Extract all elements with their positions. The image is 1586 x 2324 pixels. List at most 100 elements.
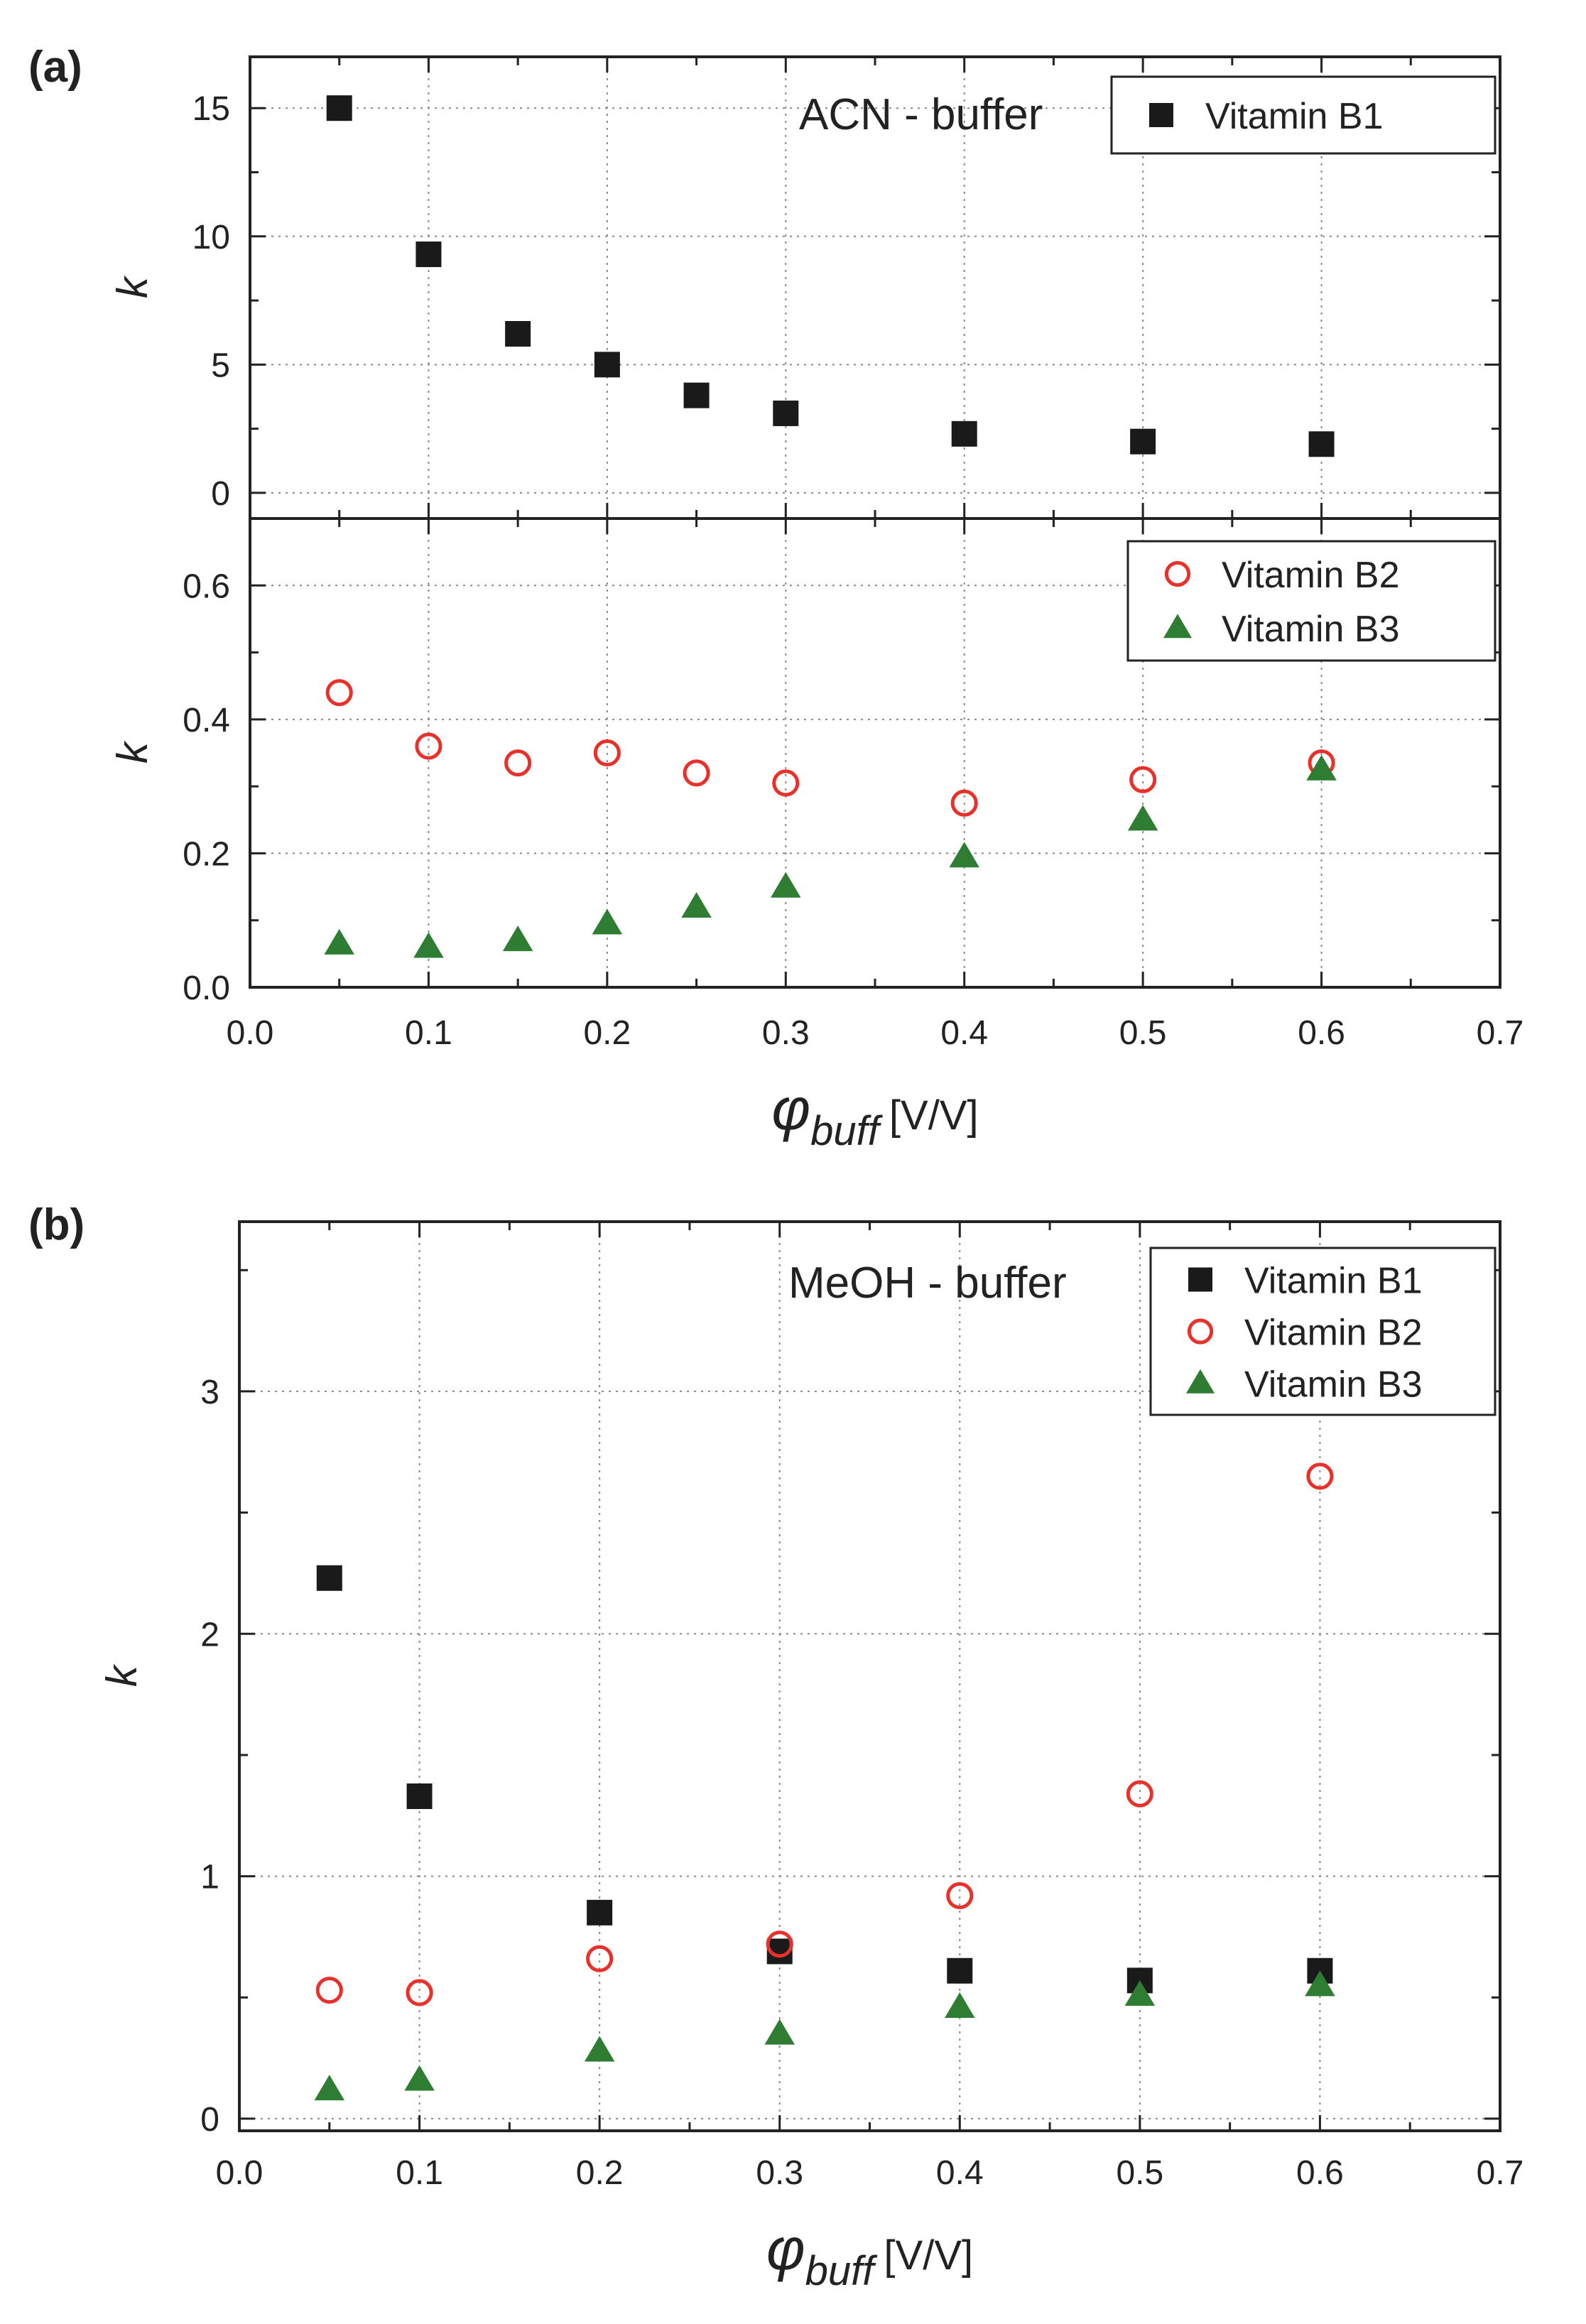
x-tick-label: 0.7 <box>1477 2154 1524 2192</box>
data-point-b3 <box>945 1992 975 2019</box>
data-point-b3 <box>681 891 712 918</box>
y-tick-label: 0 <box>211 475 230 513</box>
y-tick-label: 0.6 <box>183 568 230 605</box>
y-axis-label: k <box>109 740 156 764</box>
legend-marker-b2 <box>1187 1318 1214 1345</box>
legend-marker-b3 <box>1185 1369 1215 1394</box>
data-point-b2 <box>1126 1780 1153 1808</box>
chart-a_bottom: 0.0 0.2 0.4 0.6 0.0 0.1 0.2 0.3 0.4 0.5 0.6 0.7 k φbu… <box>109 517 1524 1154</box>
data-point-b1 <box>326 95 352 121</box>
y-tick-label: 2 <box>200 1616 219 1654</box>
chart-b: 0 1 2 3 0.0 0.1 0.2 0.3 0.4 0.5 0.6 0.7 k φbuff [V/V] M… <box>98 1220 1524 2294</box>
panel-a-label: (a) <box>28 43 82 92</box>
data-point-b1 <box>1130 428 1156 455</box>
data-point-b2 <box>593 739 621 767</box>
legend-label-b2: Vitamin B2 <box>1244 1313 1423 1354</box>
data-point-b2 <box>950 789 978 817</box>
data-point-b2 <box>772 769 800 797</box>
legend-label-b1: Vitamin B1 <box>1244 1261 1423 1302</box>
y-tick-label: 0.4 <box>183 702 230 739</box>
data-point-b3 <box>584 2036 615 2062</box>
y-tick-label: 3 <box>200 1374 219 1411</box>
data-point-b1 <box>415 241 442 268</box>
y-tick-label: 15 <box>192 90 230 128</box>
data-point-b3 <box>949 842 979 868</box>
x-tick-label: 0.6 <box>1298 1014 1345 1052</box>
y-axis-label: k <box>109 275 156 298</box>
data-point-b3 <box>764 2019 795 2045</box>
x-tick-label: 0.2 <box>583 1014 631 1052</box>
data-point-b1 <box>773 400 799 426</box>
x-axis-label-unit: [V/V] <box>889 1092 979 1139</box>
y-tick-label: 0 <box>200 2101 219 2139</box>
data-point-b1 <box>947 1958 973 1984</box>
data-point-b1 <box>406 1783 433 1809</box>
data-point-b3 <box>413 932 444 958</box>
data-point-b2 <box>586 1945 614 1972</box>
series-b3 <box>324 754 1337 958</box>
data-point-b2 <box>766 1931 793 1958</box>
data-point-b3 <box>502 925 533 952</box>
x-axis-label: φbuff [V/V] <box>766 2215 973 2294</box>
data-point-b2 <box>406 1979 433 2007</box>
data-point-b2 <box>946 1882 974 1909</box>
y-tick-label: 0.0 <box>183 970 230 1007</box>
data-point-b2 <box>683 759 710 787</box>
x-tick-label: 0.4 <box>936 2154 984 2192</box>
legend-marker-b3 <box>1163 614 1193 639</box>
data-point-b3 <box>324 928 354 955</box>
y-tick-label: 5 <box>211 347 230 384</box>
y-tick-label: 1 <box>200 1859 219 1896</box>
y-tick-label: 10 <box>192 219 230 256</box>
data-point-b3 <box>314 2075 345 2101</box>
data-point-b3 <box>1124 1980 1156 2006</box>
legend-label-b2: Vitamin B2 <box>1222 555 1400 596</box>
data-point-b3 <box>771 872 801 898</box>
x-tick-label: 0.4 <box>940 1014 988 1052</box>
data-point-b3 <box>1305 1970 1335 1997</box>
series-b2 <box>315 1462 1334 2007</box>
data-point-b2 <box>1306 1462 1334 1490</box>
annotation-label: ACN - buffer <box>799 90 1043 139</box>
x-axis-label-subscript: buff <box>805 2248 879 2294</box>
data-point-b3 <box>1306 754 1337 781</box>
x-tick-label: 0.0 <box>216 2154 264 2192</box>
data-point-b2 <box>315 1976 343 2004</box>
data-point-b1 <box>505 321 531 347</box>
x-tick-label: 0.5 <box>1116 2154 1163 2192</box>
series-b3 <box>314 1970 1335 2101</box>
y-tick-label: 0.2 <box>183 835 230 873</box>
legend-label-b1: Vitamin B1 <box>1205 96 1384 137</box>
legend-marker-b2 <box>1164 560 1191 587</box>
data-point-b2 <box>325 679 353 707</box>
data-point-b1 <box>594 352 620 378</box>
x-tick-label: 0.6 <box>1296 2154 1344 2192</box>
data-point-b3 <box>404 2065 435 2091</box>
data-point-b1 <box>587 1899 613 1926</box>
legend-marker-b1 <box>1149 103 1173 127</box>
legend-marker-b1 <box>1188 1267 1212 1292</box>
data-point-b1 <box>1308 431 1335 457</box>
legend-box <box>1110 75 1497 155</box>
series-b1 <box>326 95 1335 457</box>
x-tick-label: 0.1 <box>405 1014 452 1052</box>
data-point-b1 <box>683 382 710 408</box>
x-axis-label-subscript: buff <box>810 1108 884 1154</box>
x-tick-label: 0.7 <box>1477 1014 1524 1052</box>
data-point-b3 <box>592 908 623 935</box>
data-point-b2 <box>1129 766 1157 793</box>
legend-box <box>1126 540 1497 662</box>
legend-label-b3: Vitamin B3 <box>1244 1364 1423 1406</box>
chart-a_top: 0 5 10 15 k ACN - buffer Vitamin B1 <box>109 55 1501 520</box>
annotation-label: MeOH - buffer <box>788 1259 1067 1308</box>
data-point-b1 <box>316 1565 342 1591</box>
x-tick-label: 0.5 <box>1119 1014 1167 1052</box>
y-axis-label: k <box>98 1663 146 1687</box>
panel-b-label: (b) <box>28 1200 85 1249</box>
x-tick-label: 0.3 <box>756 2154 803 2192</box>
x-axis-label: φbuff [V/V] <box>771 1075 978 1154</box>
x-axis-label-symbol: φ <box>766 2215 805 2282</box>
